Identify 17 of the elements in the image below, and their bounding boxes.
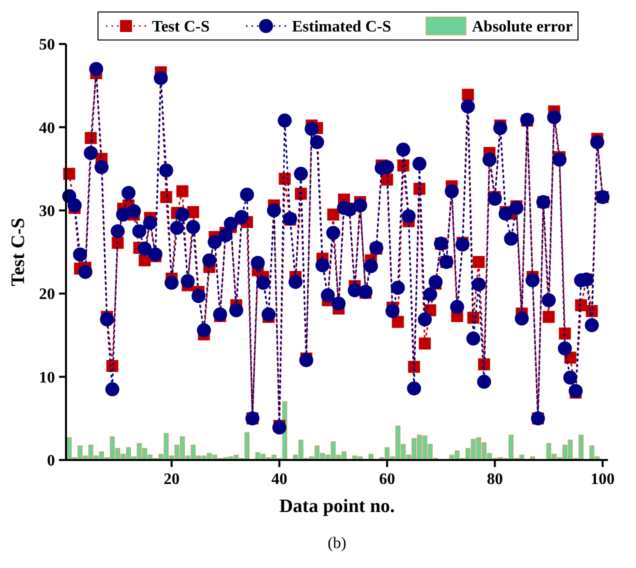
x-tick-label: 100	[590, 471, 615, 488]
x-tick-label: 20	[164, 471, 180, 488]
legend-label: Test C-S	[152, 18, 210, 36]
y-axis-title: Test C-S	[8, 218, 29, 286]
y-tick-label: 50	[39, 36, 55, 54]
x-axis-title: Data point no.	[279, 496, 395, 517]
y-tick-label: 20	[39, 286, 55, 304]
y-tick-label: 0	[47, 452, 55, 470]
y-tick-label: 10	[39, 369, 55, 386]
y-tick-label: 30	[39, 203, 55, 220]
x-tick-label: 80	[486, 471, 503, 488]
x-tick-label: 60	[379, 471, 396, 488]
x-tick-label: 40	[271, 471, 288, 488]
legend-label: Estimated C-S	[292, 18, 392, 36]
text: (b)	[328, 535, 346, 552]
y-tick-label: 40	[39, 120, 55, 137]
legend-label: Absolute error	[472, 18, 573, 36]
